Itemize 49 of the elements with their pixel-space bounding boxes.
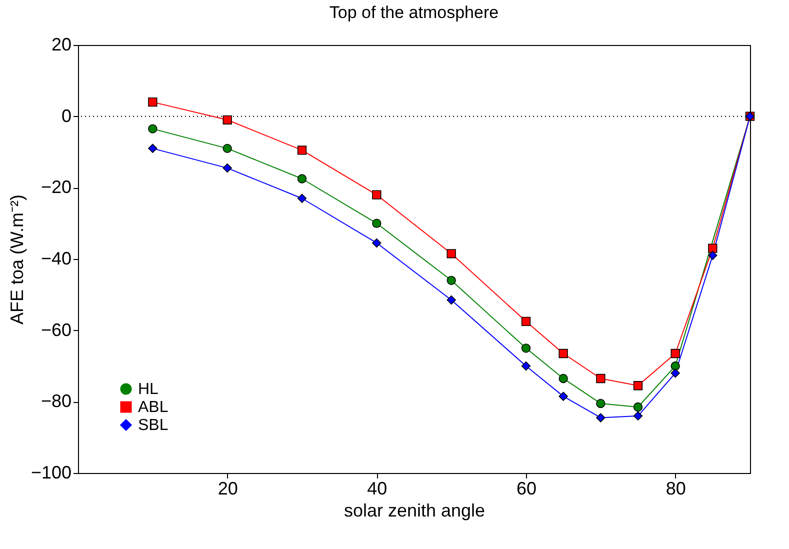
point bbox=[148, 144, 158, 154]
x-tick-label: 40 bbox=[367, 478, 388, 498]
legend-label: SBL bbox=[138, 417, 168, 434]
point bbox=[670, 361, 680, 371]
x-tick-label: 60 bbox=[516, 478, 537, 498]
point bbox=[633, 381, 643, 390]
y-tick-label: 20 bbox=[51, 34, 72, 54]
legend-label: HL bbox=[138, 381, 159, 398]
point bbox=[222, 144, 232, 154]
point bbox=[297, 174, 307, 184]
point bbox=[222, 163, 232, 173]
point bbox=[670, 368, 680, 378]
x-tick-label: 80 bbox=[666, 478, 686, 498]
point bbox=[446, 276, 456, 285]
point bbox=[521, 316, 531, 326]
point bbox=[596, 398, 606, 408]
y-tick-label: −80 bbox=[40, 391, 72, 412]
x-axis-title: solar zenith angle bbox=[344, 500, 486, 520]
point bbox=[521, 361, 531, 371]
point bbox=[558, 348, 568, 358]
point bbox=[297, 194, 307, 203]
point bbox=[372, 190, 382, 200]
point bbox=[372, 238, 382, 248]
point bbox=[708, 244, 718, 253]
y-tick-label: −60 bbox=[40, 320, 72, 340]
point bbox=[633, 411, 643, 421]
y-tick-label: −100 bbox=[30, 462, 72, 482]
point bbox=[446, 295, 456, 305]
y-axis-title: AFE toa (W.m⁻²) bbox=[6, 194, 27, 325]
point bbox=[521, 344, 531, 353]
point bbox=[148, 124, 158, 134]
y-tick-label: −20 bbox=[40, 177, 72, 198]
point bbox=[596, 413, 606, 422]
y-tick-label: −40 bbox=[40, 248, 72, 268]
point bbox=[596, 374, 606, 384]
y-tick-label: 0 bbox=[61, 106, 72, 126]
point bbox=[446, 249, 456, 258]
point bbox=[297, 146, 307, 155]
point bbox=[670, 348, 680, 358]
point bbox=[633, 402, 643, 412]
point bbox=[558, 392, 568, 401]
point bbox=[708, 250, 718, 260]
legend-label: ABL bbox=[138, 399, 168, 416]
point bbox=[372, 218, 382, 228]
chart-title: Top of the atmosphere bbox=[329, 3, 499, 22]
point bbox=[222, 115, 232, 124]
x-tick-label: 20 bbox=[218, 478, 238, 498]
point bbox=[558, 374, 568, 384]
point bbox=[148, 97, 158, 107]
